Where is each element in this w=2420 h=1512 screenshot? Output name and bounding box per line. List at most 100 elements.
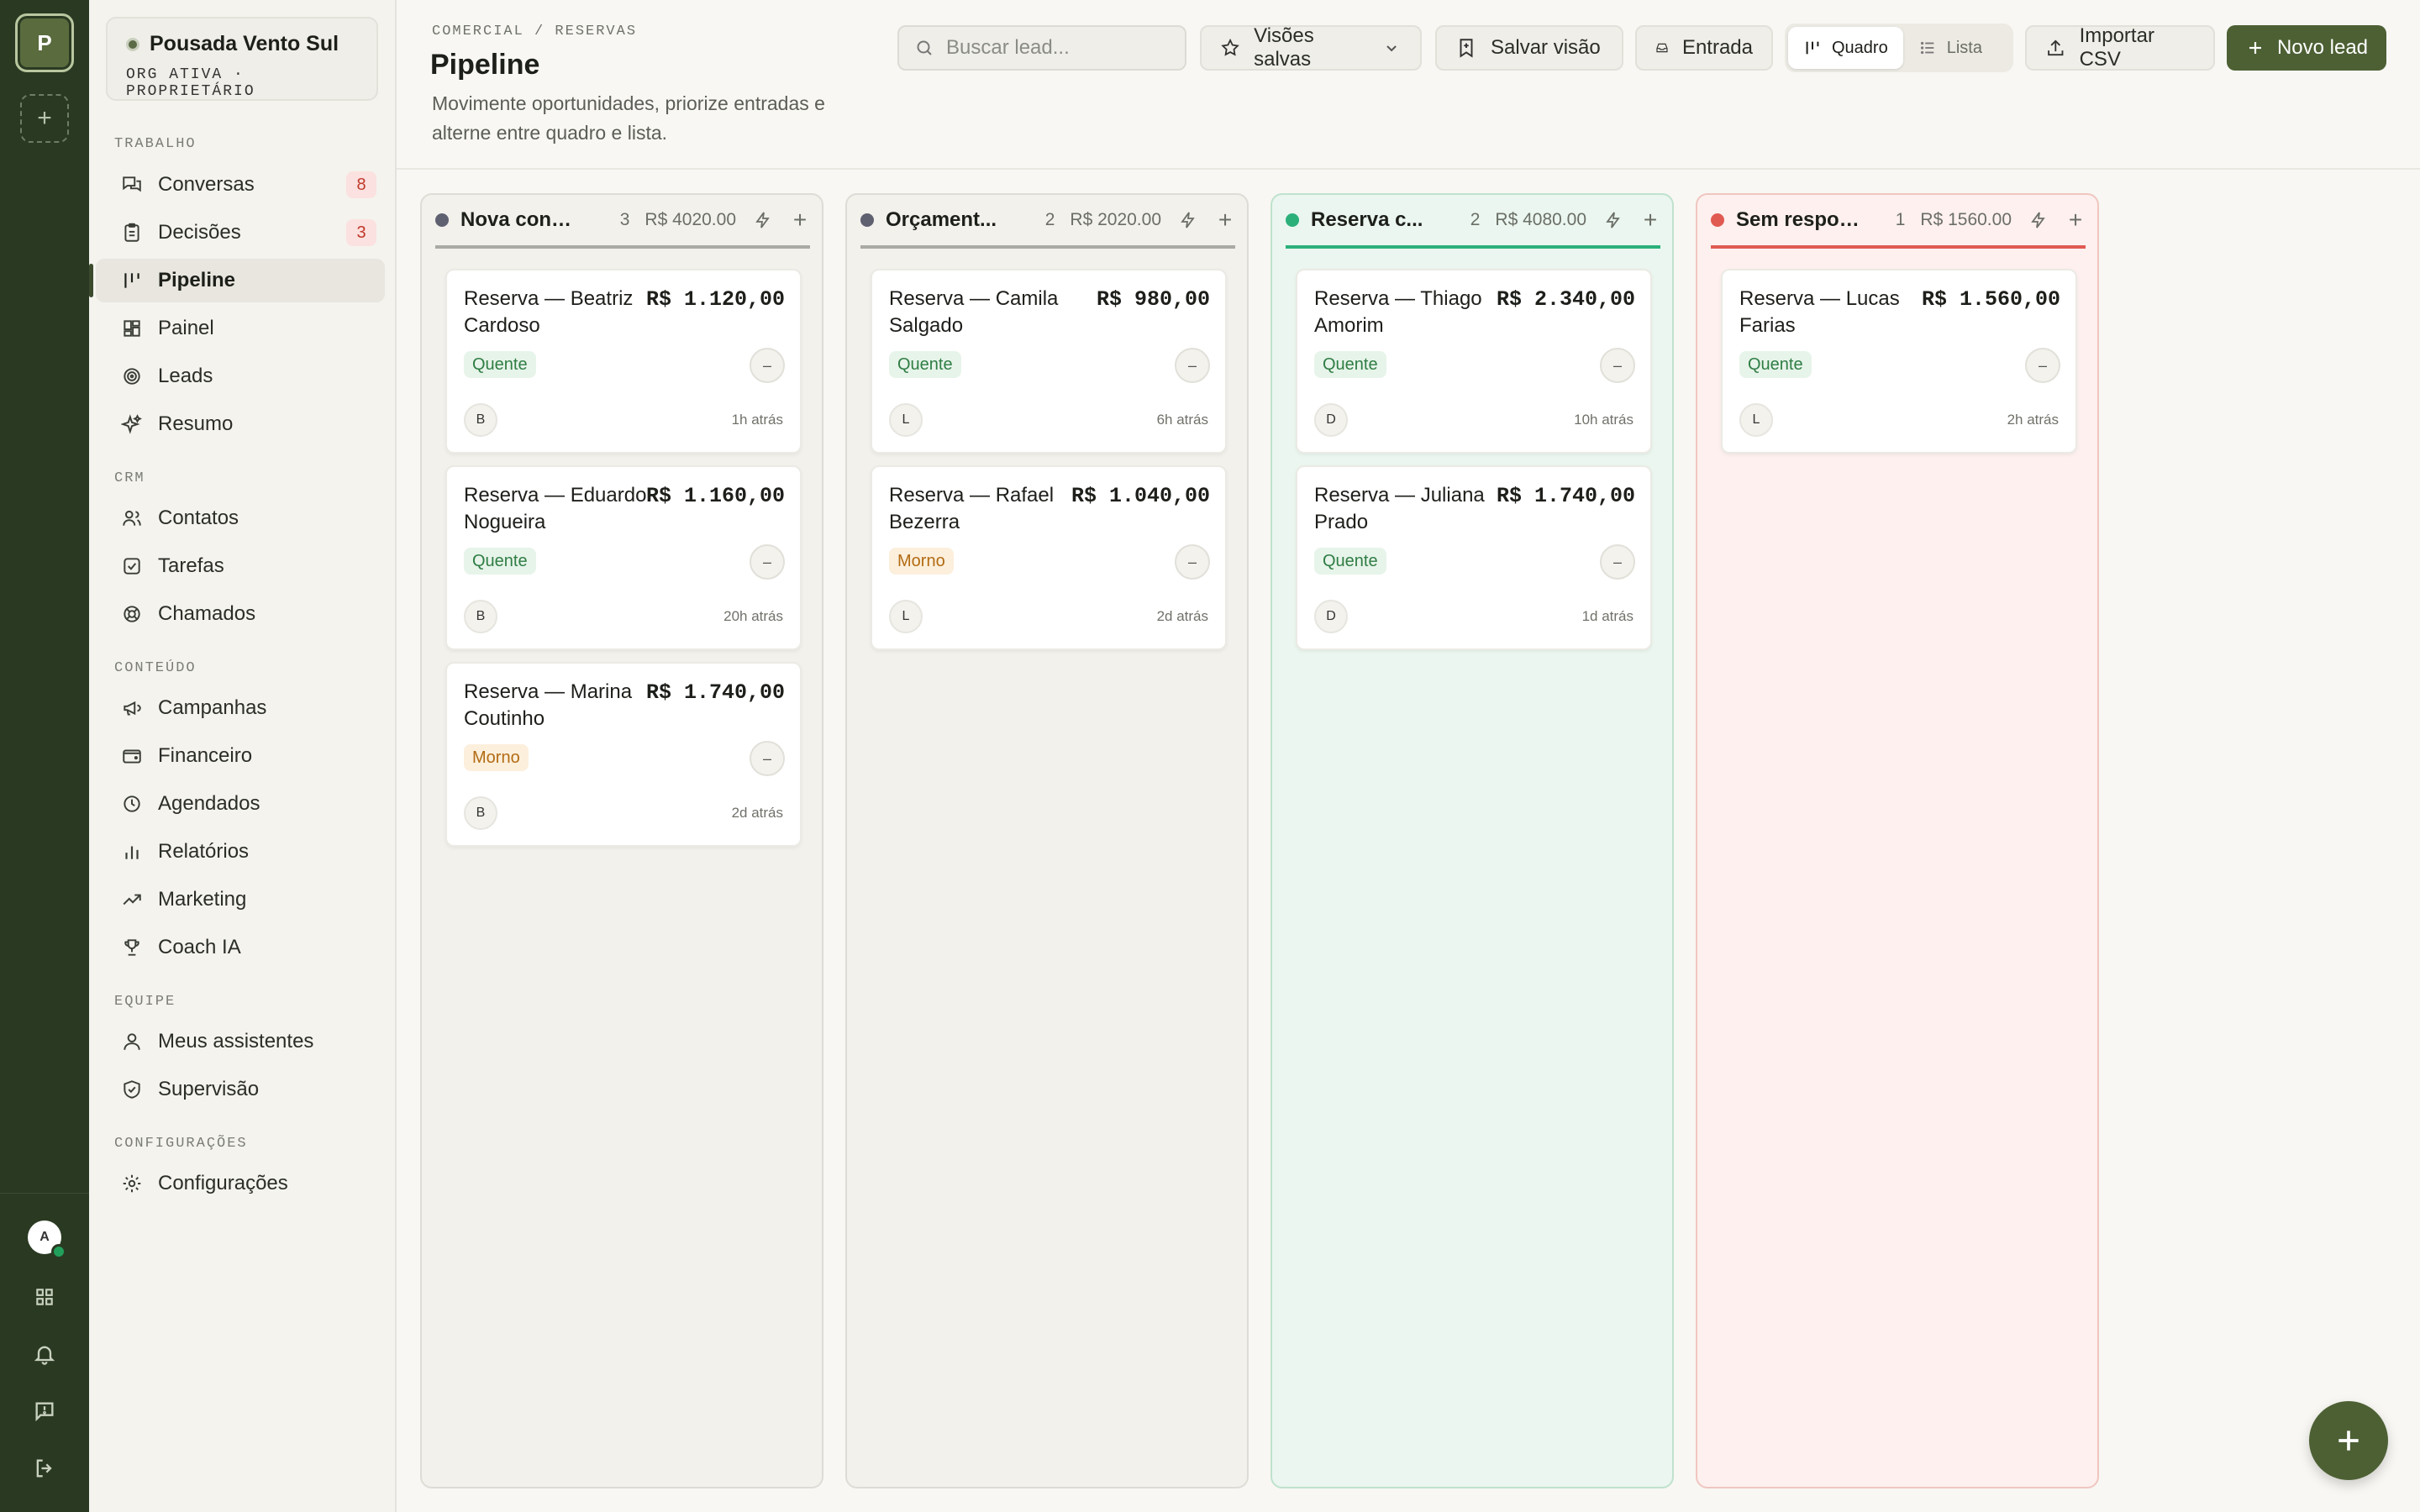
section-equipe: EQUIPE: [114, 994, 176, 1010]
save-view-button[interactable]: Salvar visão: [1435, 25, 1623, 71]
sidebar-item-configuracoes[interactable]: Configurações: [96, 1162, 385, 1205]
column-title[interactable]: Sem respos...: [1736, 208, 1862, 231]
sidebar-item-relatorios[interactable]: Relatórios: [96, 830, 385, 874]
shield-check-icon: [124, 1080, 140, 1099]
card-menu-button[interactable]: –: [750, 348, 785, 383]
sidebar-item-financeiro[interactable]: Financeiro: [96, 734, 385, 778]
target-icon: [124, 368, 140, 385]
new-lead-button[interactable]: Novo lead: [2227, 25, 2386, 71]
view-list-label: Lista: [1946, 38, 1982, 57]
sidebar-item-campanhas[interactable]: Campanhas: [96, 686, 385, 730]
column-title[interactable]: Nova cons...: [460, 208, 575, 231]
sidebar-item-label: Relatórios: [158, 840, 250, 863]
trophy-icon: [124, 939, 139, 956]
org-card[interactable]: Pousada Vento Sul ORG ATIVA · PROPRIETÁR…: [106, 17, 378, 101]
feedback-icon[interactable]: [30, 1397, 59, 1425]
card-menu-button[interactable]: –: [1600, 348, 1635, 383]
lead-card[interactable]: Reserva — Rafael Bezerra R$ 1.040,00 Mor…: [871, 465, 1227, 650]
add-org-button[interactable]: +: [20, 94, 69, 143]
search-icon: [917, 40, 932, 55]
card-menu-button[interactable]: –: [2025, 348, 2060, 383]
column-status-dot: [1711, 213, 1724, 227]
card-menu-button[interactable]: –: [750, 741, 785, 776]
bell-icon[interactable]: [30, 1340, 59, 1368]
column-title[interactable]: Orçament...: [886, 208, 997, 231]
last-activity: 6h atrás: [1156, 412, 1208, 428]
add-card-button[interactable]: +: [792, 207, 808, 233]
add-card-button[interactable]: +: [2068, 207, 2083, 233]
save-view-label: Salvar visão: [1491, 36, 1601, 59]
sidebar-item-contatos[interactable]: Contatos: [96, 496, 385, 540]
sidebar-item-decisoes[interactable]: Decisões 3: [96, 211, 385, 255]
last-activity: 1h atrás: [731, 412, 783, 428]
card-menu-button[interactable]: –: [1175, 348, 1210, 383]
view-list-option[interactable]: Lista: [1903, 27, 1997, 69]
sidebar-item-marketing[interactable]: Marketing: [96, 878, 385, 921]
sidebar-item-coach-ia[interactable]: Coach IA: [96, 926, 385, 969]
search-input[interactable]: [946, 36, 1173, 60]
import-csv-button[interactable]: Importar CSV: [2025, 24, 2215, 71]
sidebar-item-agendados[interactable]: Agendados: [96, 782, 385, 826]
logout-icon[interactable]: [30, 1454, 59, 1483]
view-board-option[interactable]: Quadro: [1788, 27, 1903, 69]
lightning-icon[interactable]: [1603, 210, 1623, 230]
lead-card[interactable]: Reserva — Camila Salgado R$ 980,00 Quent…: [871, 269, 1227, 454]
pipeline-column: Orçament... 2 R$ 2020.00 + Reserva — Cam…: [845, 193, 1249, 1488]
sidebar-item-label: Campanhas: [158, 696, 267, 719]
lead-amount: R$ 1.120,00: [645, 287, 785, 312]
card-menu-button[interactable]: –: [750, 544, 785, 580]
sidebar-item-resumo[interactable]: Resumo: [96, 402, 385, 446]
sidebar-item-supervisao[interactable]: Supervisão: [96, 1068, 385, 1111]
sidebar-item-conversas[interactable]: Conversas 8: [96, 163, 385, 207]
page-title: Pipeline: [430, 49, 540, 81]
lightning-icon[interactable]: [2028, 210, 2049, 230]
sidebar-item-label: Coach IA: [158, 936, 241, 958]
section-crm: CRM: [114, 470, 145, 486]
lead-card[interactable]: Reserva — Lucas Farias R$ 1.560,00 Quent…: [1721, 269, 2077, 454]
lead-card[interactable]: Reserva — Marina Coutinho R$ 1.740,00 Mo…: [445, 662, 802, 847]
owner-avatar: B: [464, 796, 497, 830]
temperature-tag: Morno: [464, 744, 529, 771]
saved-views-dropdown[interactable]: Visões salvas: [1200, 24, 1422, 71]
sidebar-item-leads[interactable]: Leads: [96, 354, 385, 398]
lightning-icon[interactable]: [1178, 210, 1198, 230]
apps-grid-icon[interactable]: [30, 1283, 59, 1311]
lead-amount: R$ 1.560,00: [1921, 287, 2060, 312]
sidebar-item-pipeline[interactable]: Pipeline: [89, 259, 385, 302]
user-avatar[interactable]: A: [28, 1221, 66, 1259]
sidebar-item-label: Marketing: [158, 888, 247, 911]
sidebar-item-painel[interactable]: Painel: [96, 307, 385, 350]
lead-card[interactable]: Reserva — Thiago Amorim R$ 2.340,00 Quen…: [1296, 269, 1652, 454]
temperature-tag: Quente: [464, 548, 536, 575]
sidebar-item-label: Pipeline: [158, 269, 236, 291]
search-box[interactable]: [897, 25, 1186, 71]
sidebar-item-tarefas[interactable]: Tarefas: [96, 544, 385, 588]
pipeline-column: Sem respos... 1 R$ 1560.00 + Reserva — L…: [1696, 193, 2099, 1488]
lead-amount: R$ 1.740,00: [645, 680, 785, 705]
lead-card[interactable]: Reserva — Beatriz Cardoso R$ 1.120,00 Qu…: [445, 269, 802, 454]
users-icon: [123, 510, 141, 526]
sidebar-item-meus-assistentes[interactable]: Meus assistentes: [96, 1020, 385, 1063]
add-card-button[interactable]: +: [1643, 207, 1658, 233]
org-switcher[interactable]: P: [15, 13, 74, 72]
sidebar-item-label: Supervisão: [158, 1078, 260, 1100]
last-activity: 2d atrás: [1156, 608, 1208, 624]
column-total: R$ 4080.00: [1495, 210, 1586, 229]
column-total: R$ 1560.00: [1920, 210, 2012, 229]
lead-card[interactable]: Reserva — Eduardo Nogueira R$ 1.160,00 Q…: [445, 465, 802, 650]
owner-avatar: D: [1314, 600, 1348, 633]
column-title[interactable]: Reserva c...: [1311, 208, 1423, 231]
sidebar-item-label: Leads: [158, 365, 213, 387]
gear-icon: [123, 1174, 141, 1193]
temperature-tag: Quente: [464, 351, 536, 378]
sidebar-item-chamados[interactable]: Chamados: [96, 592, 385, 636]
card-menu-button[interactable]: –: [1600, 544, 1635, 580]
floating-add-button[interactable]: [2309, 1401, 2388, 1480]
lead-card[interactable]: Reserva — Juliana Prado R$ 1.740,00 Quen…: [1296, 465, 1652, 650]
lead-name: Reserva — Lucas Farias: [1739, 287, 1900, 337]
lightning-icon[interactable]: [753, 210, 773, 230]
inbox-button[interactable]: Entrada: [1635, 25, 1773, 71]
lead-name: Reserva — Thiago Amorim: [1314, 287, 1482, 337]
card-menu-button[interactable]: –: [1175, 544, 1210, 580]
add-card-button[interactable]: +: [1218, 207, 1233, 233]
